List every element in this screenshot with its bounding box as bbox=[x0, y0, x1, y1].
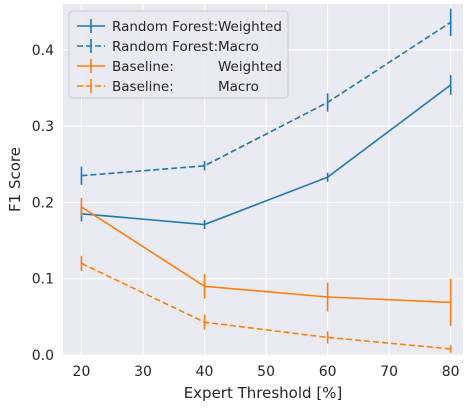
y-tick-label: 0.3 bbox=[32, 119, 54, 135]
legend-label-kind: Macro bbox=[218, 79, 259, 95]
y-axis-title: F1 Score bbox=[6, 147, 24, 212]
series-3 bbox=[80, 255, 452, 353]
x-tick-label: 60 bbox=[319, 364, 337, 380]
tick-labels: 20 30 40 50 60 70 80 0.0 0.1 0.2 0.3 0.4 bbox=[32, 43, 460, 380]
series-line bbox=[81, 84, 452, 226]
series-2 bbox=[80, 197, 452, 327]
x-tick-label: 70 bbox=[380, 364, 398, 380]
series-line bbox=[81, 262, 451, 350]
legend-entry: Baseline: Macro bbox=[77, 79, 259, 95]
y-tick-label: 0.1 bbox=[32, 272, 54, 288]
legend-label: Baseline: bbox=[112, 79, 174, 95]
legend-entry: Random Forest: Macro bbox=[77, 39, 259, 55]
x-tick-label: 20 bbox=[73, 364, 91, 380]
legend-label-kind: Weighted bbox=[218, 19, 282, 35]
legend-box bbox=[68, 10, 289, 99]
legend-entry: Baseline: Weighted bbox=[77, 59, 282, 75]
x-axis-title: Expert Threshold [%] bbox=[184, 384, 343, 402]
legend-label: Random Forest: bbox=[112, 19, 218, 35]
series-line bbox=[81, 21, 452, 177]
legend-label: Random Forest: bbox=[112, 39, 218, 55]
x-tick-label: 30 bbox=[134, 364, 152, 380]
legend-entry: Random Forest: Weighted bbox=[77, 19, 282, 35]
x-tick-label: 40 bbox=[196, 364, 214, 380]
series-line bbox=[81, 206, 451, 304]
legend-label-kind: Macro bbox=[218, 39, 259, 55]
y-tick-label: 0.4 bbox=[32, 43, 54, 59]
y-tick-label: 0.2 bbox=[32, 195, 54, 211]
y-tick-label: 0.0 bbox=[32, 348, 54, 364]
series-layer bbox=[80, 8, 452, 353]
x-tick-label: 50 bbox=[257, 364, 275, 380]
legend-label: Baseline: bbox=[112, 59, 174, 75]
series-1 bbox=[80, 8, 452, 185]
legend-label-kind: Weighted bbox=[218, 59, 282, 75]
x-tick-label: 80 bbox=[442, 364, 460, 380]
